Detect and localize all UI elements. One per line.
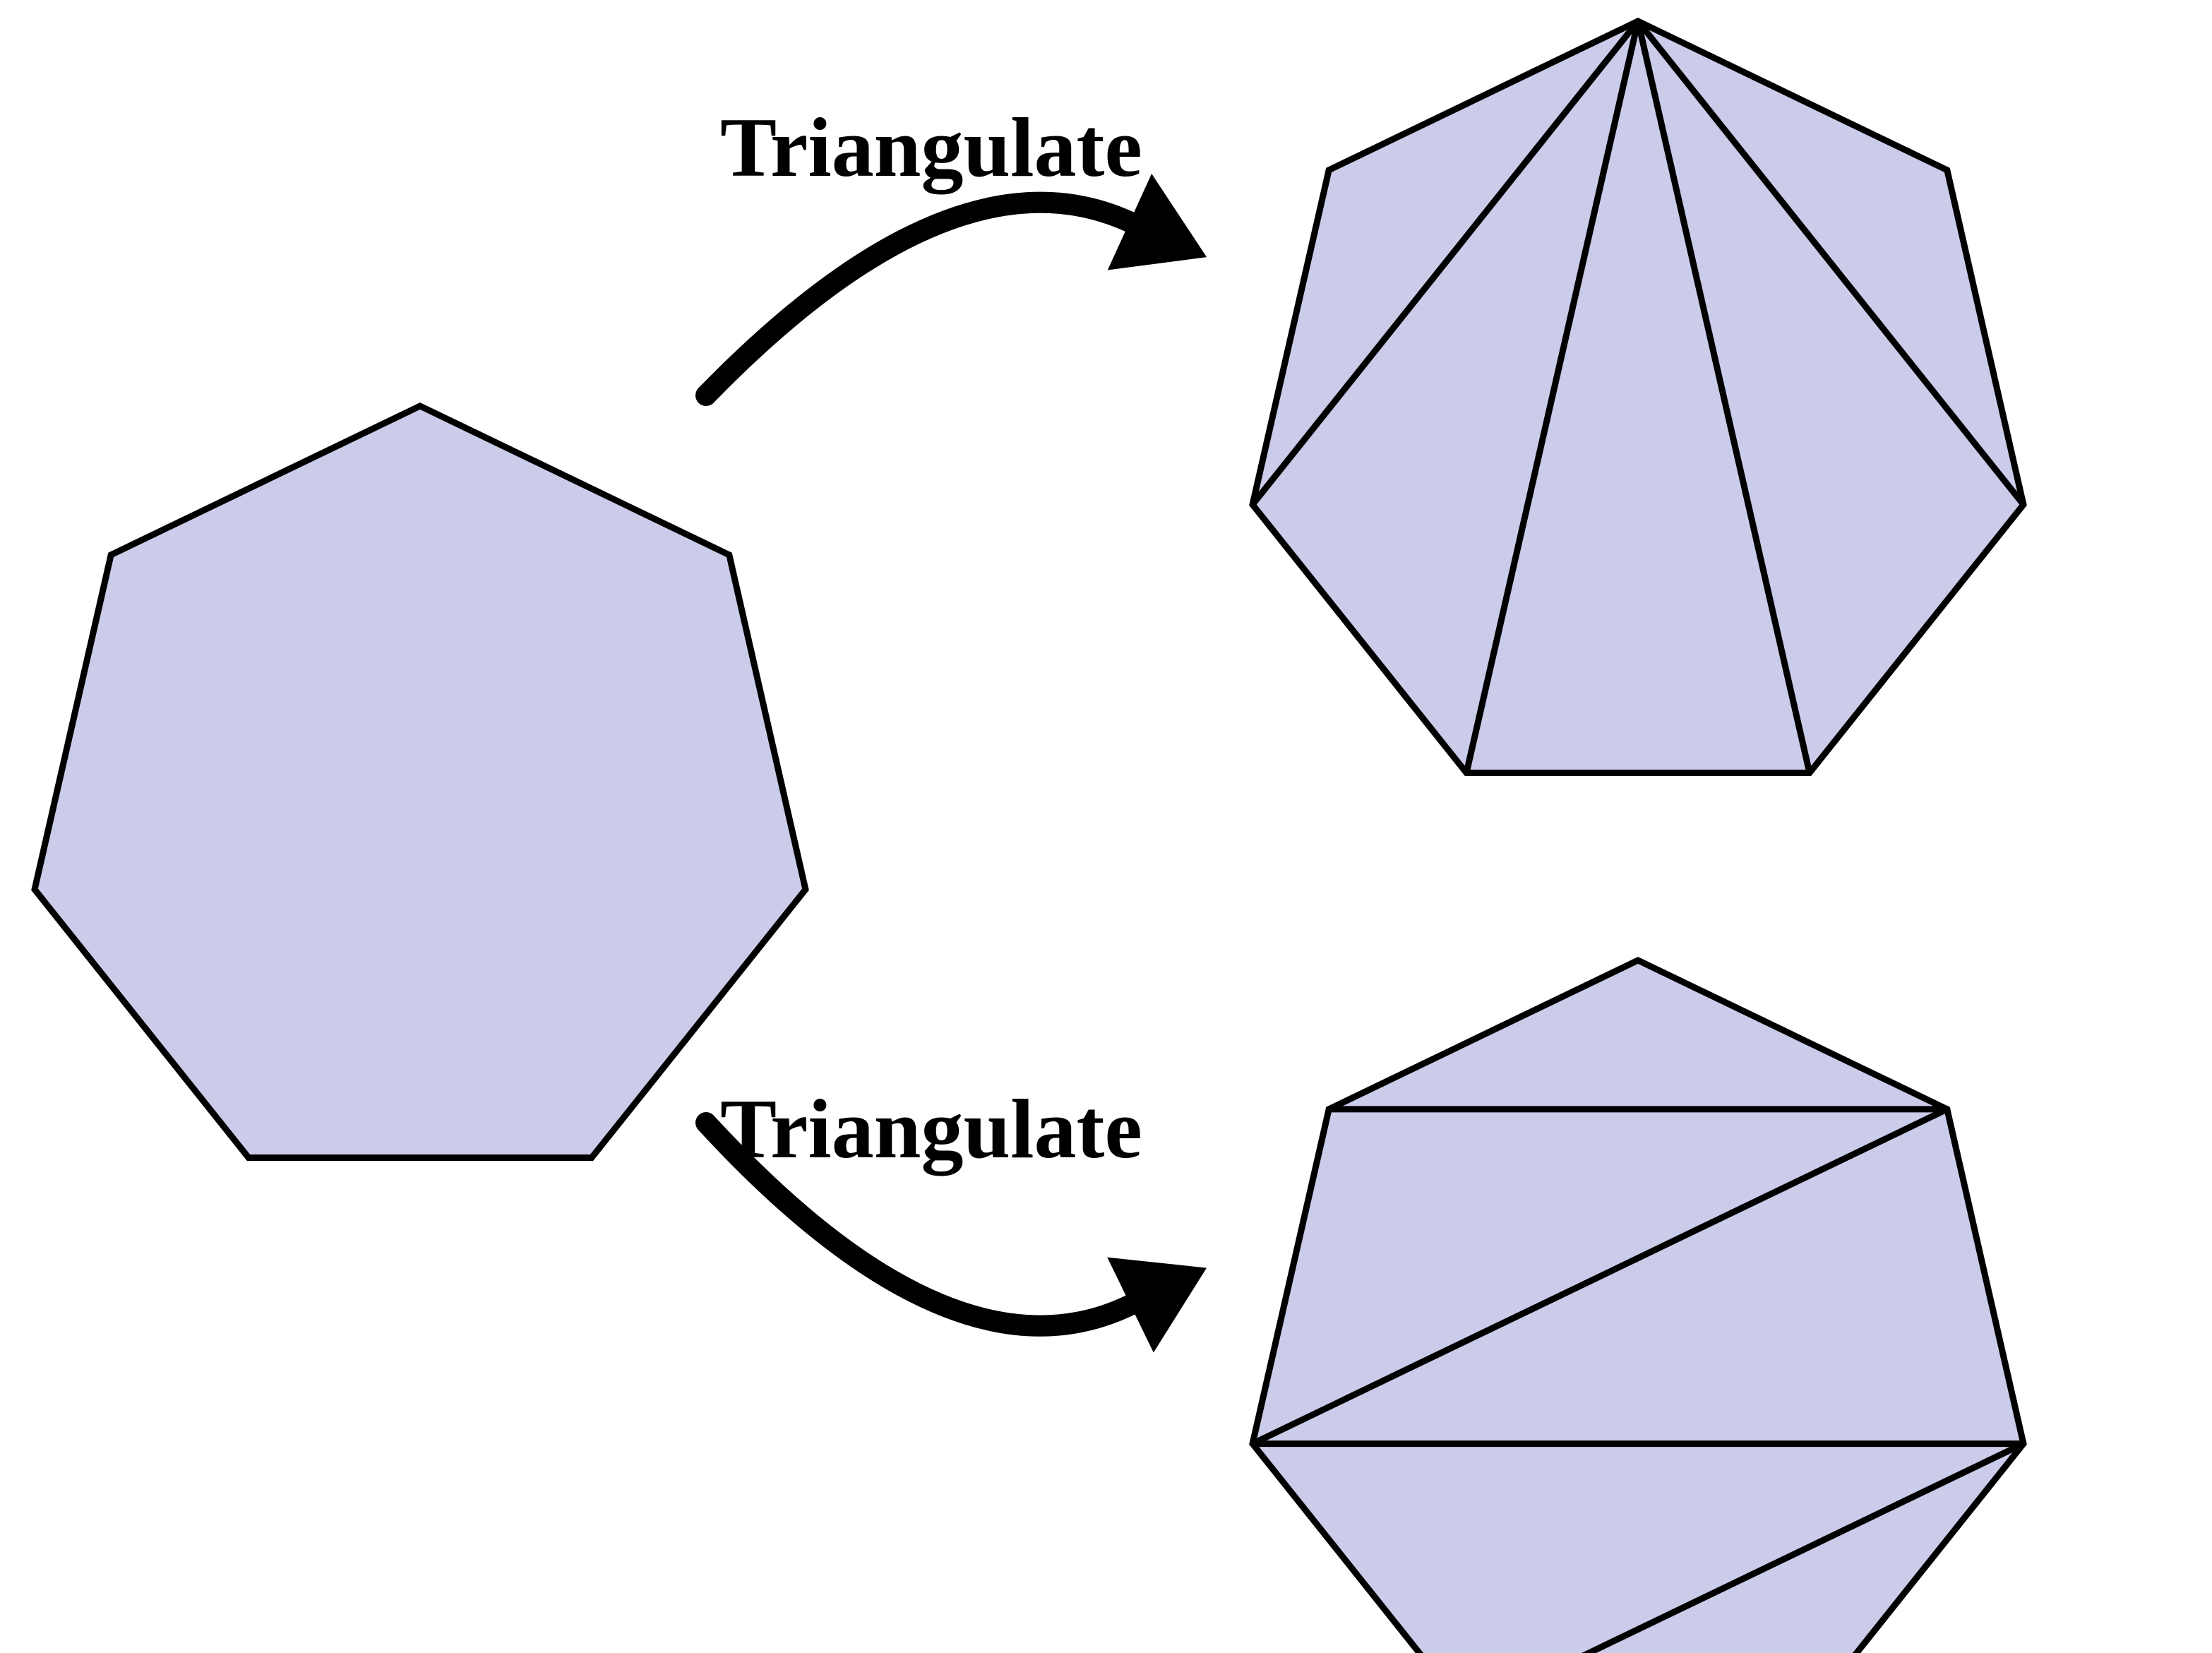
arrow-label-top: Triangulate (720, 99, 1142, 196)
diagram-canvas (0, 0, 2212, 1653)
heptagon-bottom (1253, 960, 2023, 1653)
heptagon-top (1253, 21, 2023, 773)
arrow-curve-top (706, 203, 1130, 395)
arrow-label-bottom: Triangulate (720, 1080, 1142, 1178)
heptagon-source (35, 406, 806, 1158)
